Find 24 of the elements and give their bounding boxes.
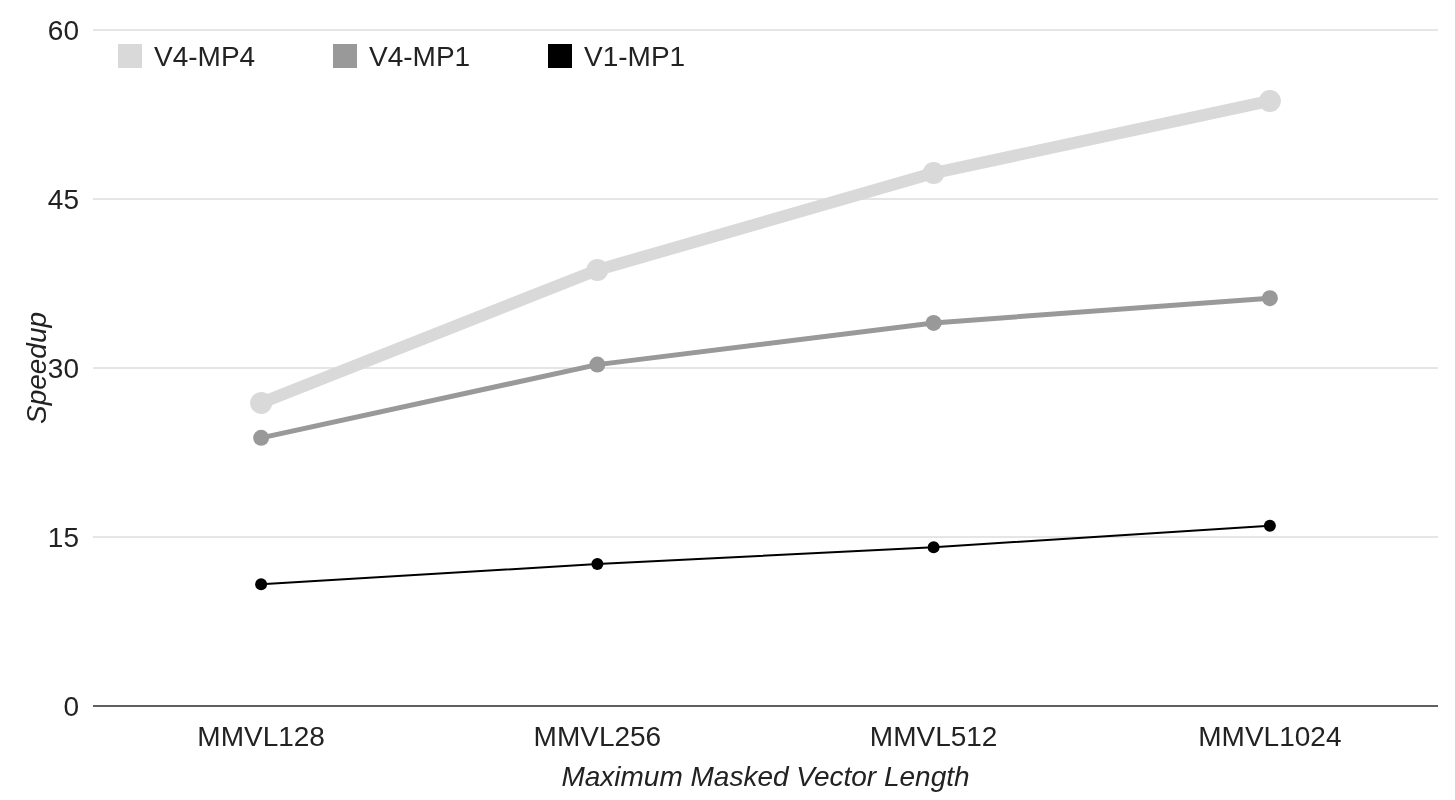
point (250, 391, 273, 414)
x-tick-label: MMVL256 (533, 721, 662, 752)
point (925, 314, 942, 331)
point (255, 578, 268, 591)
y-tick-label: 45 (47, 183, 79, 215)
point (586, 258, 609, 281)
point (1261, 290, 1278, 307)
point (922, 162, 945, 185)
point (253, 429, 270, 446)
legend-label: V4-MP1 (369, 41, 471, 72)
y-tick-label: 60 (47, 14, 79, 46)
x-tick-label: MMVL512 (869, 721, 998, 752)
x-tick-label: MMVL1024 (1198, 721, 1342, 752)
y-tick-label: 0 (63, 690, 79, 722)
point (1258, 89, 1281, 112)
legend-label: V1-MP1 (584, 41, 686, 72)
legend-label: V4-MP4 (154, 41, 256, 72)
x-tick-label: MMVL128 (197, 721, 325, 752)
point (1263, 519, 1276, 532)
y-tick-label: 15 (47, 521, 79, 553)
point (591, 558, 604, 571)
point (589, 356, 606, 373)
x-axis-title: Maximum Masked Vector Length (561, 761, 970, 792)
point (927, 541, 940, 554)
